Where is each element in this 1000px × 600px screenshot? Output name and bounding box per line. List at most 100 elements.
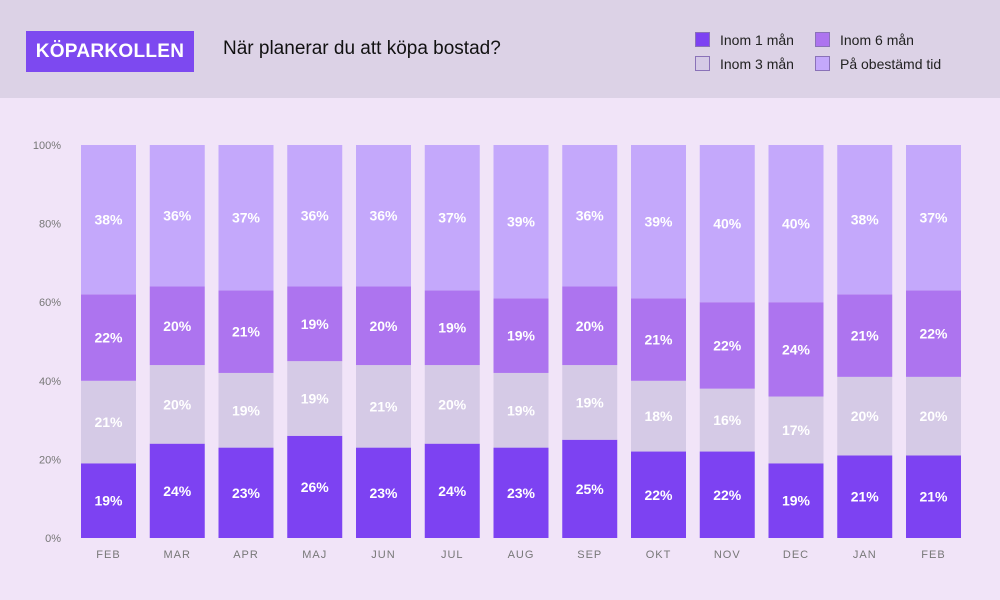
- data-label: 19%: [438, 320, 467, 336]
- bar-segment: [562, 439, 618, 538]
- data-label: 20%: [369, 318, 398, 334]
- legend-item-inom-1-man: Inom 1 mån: [695, 30, 794, 50]
- data-label: 21%: [919, 489, 948, 505]
- bar-segment: [562, 286, 618, 366]
- data-label: 19%: [782, 493, 811, 509]
- x-tick-label: AUG: [508, 549, 535, 561]
- bar-segment: [699, 302, 755, 389]
- data-label: 19%: [507, 328, 536, 344]
- header-bar: KÖPARKOLLEN När planerar du att köpa bos…: [0, 0, 1000, 98]
- bar-segment: [768, 145, 824, 303]
- x-tick-label: JUL: [441, 549, 464, 561]
- bar-segment: [631, 380, 686, 452]
- bar-segment: [493, 145, 549, 299]
- bar-segment: [356, 365, 411, 448]
- data-label: 16%: [713, 412, 742, 428]
- data-label: 25%: [576, 481, 605, 497]
- bar-segment: [218, 447, 274, 538]
- bar-segment: [906, 455, 961, 538]
- bar-segment: [768, 396, 824, 464]
- data-label: 19%: [94, 493, 123, 509]
- data-label: 40%: [782, 216, 811, 232]
- x-tick-label: DEC: [783, 549, 809, 561]
- data-label: 20%: [438, 396, 467, 412]
- bar-segment: [287, 361, 343, 436]
- x-tick-label: SEP: [577, 549, 602, 561]
- data-label: 19%: [301, 390, 330, 406]
- data-label: 20%: [851, 408, 880, 424]
- bar-segment: [699, 145, 755, 303]
- bar-segment: [81, 294, 136, 381]
- x-tick-label: JUN: [371, 549, 395, 561]
- data-label: 36%: [369, 208, 398, 224]
- legend-label: På obestämd tid: [840, 56, 942, 72]
- data-label: 17%: [782, 422, 811, 438]
- legend-label: Inom 3 mån: [720, 56, 794, 72]
- bar-segment: [699, 451, 755, 538]
- data-label: 22%: [94, 330, 123, 346]
- bar-segment: [218, 372, 274, 448]
- bar-segment: [493, 447, 549, 538]
- data-label: 40%: [713, 216, 742, 232]
- bar-segment: [699, 388, 755, 452]
- data-label: 20%: [163, 396, 192, 412]
- data-label: 19%: [301, 316, 330, 332]
- bar-segment: [493, 298, 549, 373]
- bar-segment: [837, 145, 893, 295]
- bar-segment: [287, 435, 343, 538]
- data-label: 19%: [576, 394, 605, 410]
- data-label: 37%: [438, 210, 467, 226]
- bar-segment: [562, 145, 618, 287]
- bar-segment: [149, 145, 205, 287]
- data-label: 39%: [644, 214, 673, 230]
- bar-segment: [356, 447, 411, 538]
- data-label: 18%: [644, 408, 673, 424]
- y-tick-label: 40%: [39, 376, 61, 388]
- data-label: 39%: [507, 214, 536, 230]
- data-label: 36%: [163, 208, 192, 224]
- bar-segment: [356, 145, 411, 287]
- bar-segment: [287, 145, 343, 287]
- legend-item-pa-obestamd-tid: På obestämd tid: [815, 54, 941, 74]
- legend-swatch: [815, 32, 830, 47]
- x-tick-label: MAJ: [302, 549, 327, 561]
- data-label: 20%: [163, 318, 192, 334]
- bar-segment: [837, 455, 893, 538]
- bar-segment: [424, 443, 480, 538]
- data-label: 22%: [644, 487, 673, 503]
- legend-swatch: [815, 56, 830, 71]
- data-label: 21%: [644, 332, 673, 348]
- bar-segment: [424, 365, 480, 444]
- legend-swatch: [695, 32, 710, 47]
- bar-segment: [906, 145, 961, 291]
- bar-segment: [218, 145, 274, 291]
- bar-segment: [493, 372, 549, 448]
- data-label: 38%: [94, 212, 123, 228]
- bar-segment: [768, 463, 824, 538]
- y-tick-label: 60%: [39, 297, 61, 309]
- data-label: 38%: [851, 212, 880, 228]
- data-label: 36%: [576, 208, 605, 224]
- x-tick-label: APR: [233, 549, 259, 561]
- x-tick-label: FEB: [921, 549, 945, 561]
- data-label: 19%: [507, 402, 536, 418]
- bar-segment: [81, 463, 136, 538]
- data-label: 23%: [507, 485, 536, 501]
- legend-item-inom-3-man: Inom 3 mån: [695, 54, 794, 74]
- data-label: 22%: [919, 326, 948, 342]
- bar-segment: [631, 451, 686, 538]
- y-tick-label: 20%: [39, 454, 61, 466]
- bar-segment: [356, 286, 411, 366]
- y-tick-label: 100%: [33, 140, 61, 152]
- data-label: 24%: [782, 341, 811, 357]
- x-tick-label: JAN: [853, 549, 877, 561]
- bar-segment: [768, 302, 824, 397]
- data-label: 22%: [713, 487, 742, 503]
- data-label: 23%: [369, 485, 398, 501]
- bar-segment: [906, 376, 961, 456]
- x-tick-label: NOV: [714, 549, 741, 561]
- bar-segment: [149, 365, 205, 444]
- bar-segment: [81, 145, 136, 295]
- bar-segment: [424, 290, 480, 366]
- data-label: 20%: [576, 318, 605, 334]
